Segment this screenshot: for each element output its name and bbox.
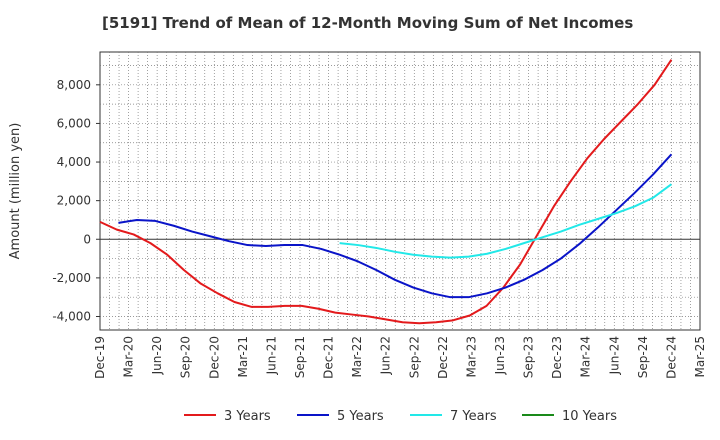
x-tick-label: Sep-23 bbox=[522, 336, 536, 378]
series-line bbox=[99, 59, 673, 325]
y-tick-label: 2,000 bbox=[57, 194, 91, 208]
y-tick-label: 8,000 bbox=[57, 78, 91, 92]
y-tick-label: 4,000 bbox=[57, 155, 91, 169]
x-tick-label: Mar-21 bbox=[236, 336, 250, 377]
legend: 3 Years 5 Years 7 Years 10 Years bbox=[184, 409, 617, 424]
x-tick-label: Mar-22 bbox=[350, 336, 364, 377]
x-tick-label: Mar-24 bbox=[579, 336, 593, 377]
x-tick-label: Jun-20 bbox=[150, 336, 164, 375]
x-tick-label: Dec-20 bbox=[207, 336, 221, 379]
x-tick-label: Mar-23 bbox=[464, 336, 478, 377]
y-tick-label: 6,000 bbox=[57, 116, 91, 130]
legend-label: 3 Years bbox=[224, 409, 271, 424]
x-tick-label: Dec-21 bbox=[322, 336, 336, 379]
y-tick-label: 0 bbox=[83, 232, 91, 246]
x-tick-label: Dec-24 bbox=[664, 336, 678, 379]
y-tick-label: -4,000 bbox=[52, 309, 91, 323]
x-tick-label: Jun-22 bbox=[379, 336, 393, 375]
y-tick-labels: -4,000 -2,000 0 2,000 4,000 6,000 8,000 bbox=[52, 78, 100, 323]
x-tick-label: Dec-22 bbox=[436, 336, 450, 379]
series-lines bbox=[99, 59, 673, 325]
x-tick-label: Sep-20 bbox=[179, 336, 193, 378]
x-tick-label: Mar-25 bbox=[693, 336, 707, 377]
x-tick-label: Sep-24 bbox=[636, 336, 650, 378]
legend-label: 5 Years bbox=[337, 409, 384, 424]
y-axis-title: Amount (million yen) bbox=[8, 123, 23, 260]
legend-label: 7 Years bbox=[450, 409, 497, 424]
y-tick-label: -2,000 bbox=[52, 271, 91, 285]
series-line bbox=[339, 183, 673, 259]
x-tick-label: Mar-20 bbox=[122, 336, 136, 377]
x-tick-label: Dec-19 bbox=[93, 336, 107, 379]
x-tick-labels: Dec-19 Mar-20 Jun-20 Sep-20 Dec-20 Mar-21 Jun-… bbox=[93, 336, 707, 379]
x-tick-label: Jun-21 bbox=[264, 336, 278, 375]
x-tick-label: Dec-23 bbox=[550, 336, 564, 379]
series-line bbox=[118, 153, 673, 299]
x-tick-label: Jun-24 bbox=[607, 336, 621, 375]
chart-title: [5191] Trend of Mean of 12-Month Moving … bbox=[102, 14, 634, 32]
x-tick-label: Sep-21 bbox=[293, 336, 307, 378]
legend-label: 10 Years bbox=[562, 409, 617, 424]
plot-area bbox=[99, 51, 701, 331]
x-tick-label: Sep-22 bbox=[407, 336, 421, 378]
x-tick-label: Jun-23 bbox=[493, 336, 507, 375]
